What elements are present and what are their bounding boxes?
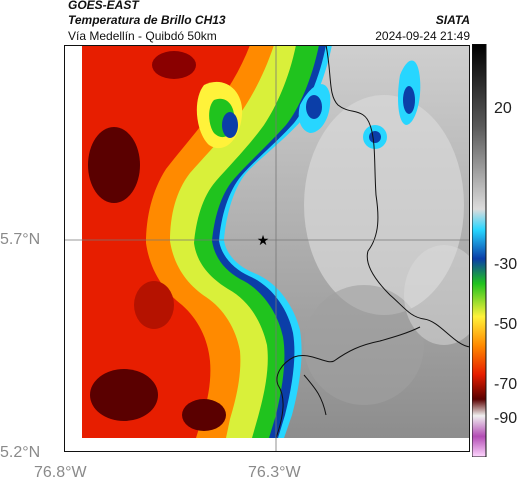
cold-core-1 [88,127,140,203]
colorbar-tick-20: 20 [494,100,512,117]
colorbar-tick-minus50: -50 [494,316,518,333]
municipal-boundary [275,326,421,439]
lon-label-76-8: 76.8°W [34,464,87,481]
brightness-temperature-map: ★ [64,45,470,452]
department-boundary [325,45,470,348]
temperature-colorbar [472,44,487,457]
lat-label-5-7: 5.7°N [0,231,41,248]
satellite-title: GOES-EAST [68,0,139,12]
lat-label-5-2: 5.2°N [0,444,41,461]
timestamp-label: 2024-09-24 21:49 [375,29,470,43]
cold-core-3 [182,399,226,431]
colorbar-tick-minus70: -70 [494,376,518,393]
route-subtitle: Vía Medellín - Quibdó 50km [68,29,217,43]
cold-core-4 [152,51,196,79]
lon-label-76-3: 76.3°W [248,464,301,481]
cold-core-2 [90,369,158,421]
colorbar-tick-minus90: -90 [494,410,518,427]
cold-core-5 [134,281,174,329]
agency-label: SIATA [435,13,470,27]
convective-cell-4 [222,112,238,138]
product-title: Temperatura de Brillo CH13 [68,13,226,27]
colorbar-tick-minus30: -30 [494,256,518,273]
map-border [64,45,470,452]
star-icon: ★ [257,233,270,249]
